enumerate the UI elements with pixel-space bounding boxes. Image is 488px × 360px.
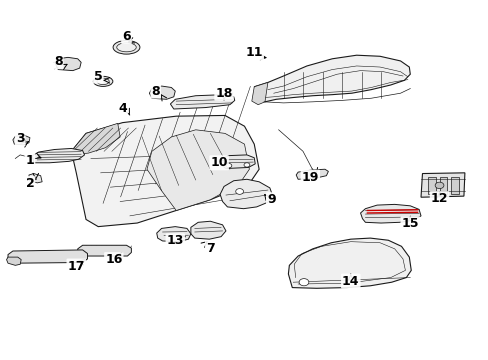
Polygon shape (221, 155, 255, 168)
Polygon shape (420, 173, 464, 197)
Polygon shape (55, 57, 81, 71)
Circle shape (225, 163, 231, 168)
Text: 4: 4 (118, 102, 127, 115)
Text: 1: 1 (25, 154, 34, 167)
Polygon shape (288, 238, 410, 288)
Text: 15: 15 (401, 217, 418, 230)
Ellipse shape (93, 76, 113, 86)
Polygon shape (29, 174, 42, 183)
Text: 10: 10 (210, 156, 227, 169)
Polygon shape (296, 169, 328, 179)
Polygon shape (8, 250, 87, 263)
Text: 13: 13 (166, 234, 183, 247)
Text: 5: 5 (94, 69, 102, 82)
Circle shape (18, 138, 25, 143)
Polygon shape (190, 221, 225, 239)
Ellipse shape (97, 78, 109, 85)
Text: 12: 12 (430, 192, 447, 205)
Polygon shape (13, 135, 30, 145)
Ellipse shape (117, 43, 136, 52)
Text: 8: 8 (54, 55, 62, 68)
Polygon shape (251, 82, 267, 105)
Text: 16: 16 (105, 253, 122, 266)
Text: 7: 7 (205, 242, 214, 255)
Polygon shape (157, 226, 190, 242)
Polygon shape (71, 123, 120, 155)
Text: 3: 3 (16, 132, 24, 145)
Text: 2: 2 (25, 177, 34, 190)
Polygon shape (220, 179, 272, 209)
Circle shape (235, 189, 243, 194)
Circle shape (299, 279, 308, 286)
Text: 8: 8 (151, 85, 160, 98)
Polygon shape (71, 116, 259, 226)
Polygon shape (450, 177, 458, 194)
Polygon shape (6, 257, 21, 265)
Text: 17: 17 (67, 260, 85, 273)
Polygon shape (254, 55, 409, 102)
Polygon shape (427, 177, 435, 194)
Polygon shape (149, 86, 175, 99)
Circle shape (434, 182, 443, 189)
Text: 18: 18 (215, 87, 232, 100)
Ellipse shape (113, 41, 140, 54)
Text: 14: 14 (341, 275, 359, 288)
Text: 6: 6 (122, 30, 131, 43)
Polygon shape (170, 95, 234, 109)
Polygon shape (147, 130, 249, 211)
Text: 19: 19 (301, 171, 318, 184)
Polygon shape (78, 245, 131, 256)
Text: 9: 9 (266, 193, 275, 206)
Polygon shape (439, 177, 447, 194)
Circle shape (244, 163, 249, 167)
Polygon shape (360, 204, 420, 223)
Polygon shape (32, 148, 84, 163)
Text: 11: 11 (245, 46, 263, 59)
